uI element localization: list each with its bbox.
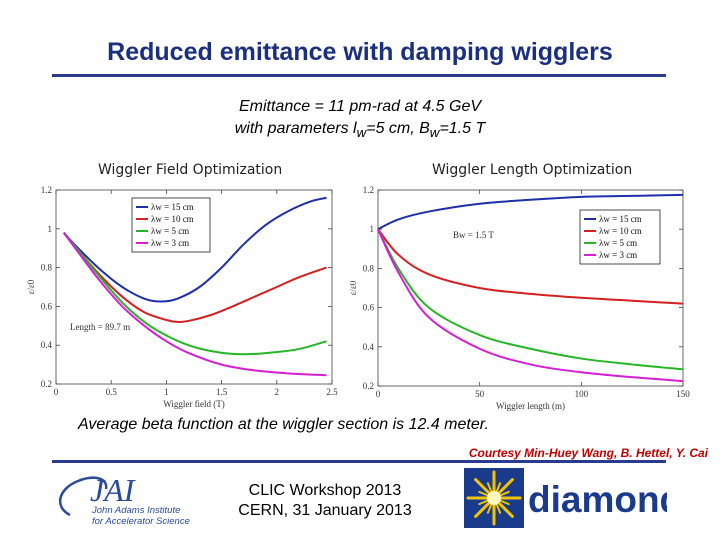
field-legend-label: λw = 15 cm [151, 202, 194, 212]
length-xtick-label: 50 [475, 389, 485, 399]
subtitle-params-mid: =5 cm, B [366, 120, 430, 137]
length-ytick-label: 0.2 [363, 381, 374, 391]
beta-function-note: Average beta function at the wiggler sec… [78, 416, 489, 433]
jai-logo-letters: JAI [90, 472, 136, 508]
length-chart-plot: 0.2 0.4 0.6 0.8 1 1.2 0 50 100 150 Wiggler length … [350, 185, 690, 411]
field-ytick-label: 0.6 [41, 301, 53, 311]
length-ytick-label: 1 [370, 224, 375, 234]
length-legend-label: λw = 3 cm [599, 250, 637, 260]
field-y-axis-label: ε/ε0 [26, 279, 36, 294]
field-ytick-label: 0.8 [41, 263, 53, 273]
length-optimization-chart: 0.2 0.4 0.6 0.8 1 1.2 0 50 100 150 Wiggler length … [350, 185, 690, 411]
field-chart-plot: 0.2 0.4 0.6 0.8 1 1.2 0 0.5 1 1.5 2 2.5 Wiggler fiel… [26, 185, 338, 409]
length-ytick-label: 1.2 [363, 185, 374, 195]
field-optimization-chart: 0.2 0.4 0.6 0.8 1 1.2 0 0.5 1 1.5 2 2.5 Wiggler fiel… [26, 185, 338, 409]
field-legend-label: λw = 3 cm [151, 238, 189, 248]
length-y-axis-label: ε/ε0 [350, 280, 358, 295]
field-xtick-label: 0.5 [106, 387, 118, 397]
workshop-name: CLIC Workshop 2013 [248, 482, 402, 499]
subtitle-params-sub1: w [356, 125, 367, 141]
subtitle-params-post: =1.5 T [439, 120, 486, 137]
field-series-line-3 [62, 232, 327, 377]
field-ytick-label: 1 [48, 224, 53, 234]
length-series-line-2 [377, 228, 684, 371]
field-legend-label: λw = 10 cm [151, 214, 194, 224]
courtesy-credit: Courtesy Min-Huey Wang, B. Hettel, Y. Ca… [468, 446, 708, 460]
field-legend-label: λw = 5 cm [151, 226, 189, 236]
field-xtick-label: 2 [275, 387, 280, 397]
length-ytick-label: 0.4 [363, 342, 375, 352]
jai-logo-swoosh [58, 476, 108, 517]
length-series-line-1 [377, 228, 684, 305]
field-plot-heading: Wiggler Field Optimization [98, 162, 283, 178]
jai-logo: JAI John Adams Institute for Accelerator… [58, 472, 190, 527]
field-series-line-2 [62, 232, 327, 356]
field-ytick-label: 0.4 [41, 340, 53, 350]
length-ytick-label: 0.6 [363, 303, 375, 313]
length-annotation: Bw = 1.5 T [453, 230, 494, 240]
length-legend-label: λw = 15 cm [599, 214, 642, 224]
field-xtick-label: 1.5 [216, 387, 228, 397]
title-divider [52, 74, 666, 77]
diamond-logo-core [487, 491, 501, 505]
slide-title: Reduced emittance with damping wigglers [107, 38, 613, 66]
diamond-logo: diamond [464, 468, 667, 528]
workshop-date: CERN, 31 January 2013 [238, 502, 412, 519]
field-x-axis-label: Wiggler field (T) [163, 399, 225, 409]
subtitle-emittance: Emittance = 11 pm-rad at 4.5 GeV [238, 98, 482, 115]
subtitle-params-pre: with parameters l [234, 120, 357, 137]
length-x-axis-label: Wiggler length (m) [496, 401, 565, 411]
field-ytick-label: 1.2 [41, 185, 52, 195]
field-xtick-label: 2.5 [326, 387, 338, 397]
footer-divider [52, 460, 666, 463]
length-series-line-3 [377, 228, 684, 383]
length-xtick-label: 100 [575, 389, 589, 399]
length-ytick-label: 0.8 [363, 263, 375, 273]
length-xtick-label: 0 [376, 389, 381, 399]
jai-logo-line2: for Accelerator Science [92, 516, 190, 527]
diamond-logo-word: diamond [528, 479, 667, 520]
length-series-line-0 [377, 193, 684, 231]
field-series-line-0 [62, 196, 327, 303]
jai-logo-line1: John Adams Institute [91, 505, 180, 516]
subtitle-params-sub2: w [429, 125, 440, 141]
field-annotation: Length = 89.7 m [70, 322, 130, 332]
length-plot-heading: Wiggler Length Optimization [432, 162, 633, 178]
length-legend-label: λw = 5 cm [599, 238, 637, 248]
field-ytick-label: 0.2 [41, 379, 52, 389]
field-series-line-1 [62, 232, 327, 323]
field-xtick-label: 1 [164, 387, 169, 397]
field-xtick-label: 0 [54, 387, 59, 397]
length-legend-label: λw = 10 cm [599, 226, 642, 236]
subtitle-parameters: with parameters lw=5 cm, Bw=1.5 T [0, 120, 720, 140]
length-xtick-label: 150 [676, 389, 690, 399]
